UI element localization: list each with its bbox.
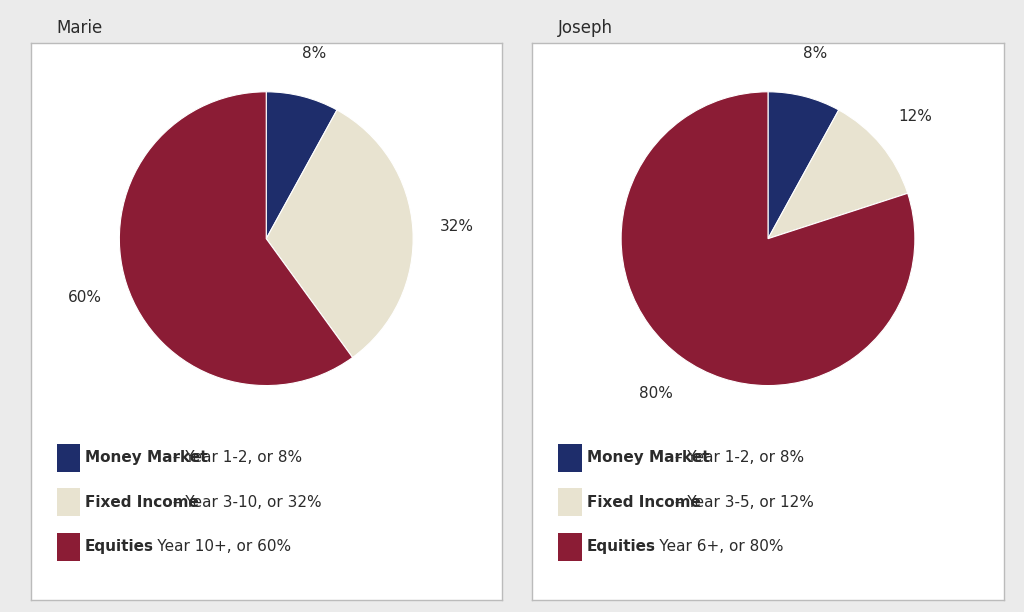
Text: 12%: 12% — [898, 110, 932, 124]
Wedge shape — [266, 110, 413, 357]
Text: Marie: Marie — [56, 19, 102, 37]
Bar — [558, 533, 582, 561]
Text: 8%: 8% — [302, 47, 326, 61]
Text: Fixed Income: Fixed Income — [85, 494, 199, 510]
Text: Equities: Equities — [587, 539, 655, 554]
Bar — [56, 533, 80, 561]
Wedge shape — [266, 92, 337, 239]
Wedge shape — [768, 110, 907, 239]
Bar — [56, 444, 80, 472]
Bar — [558, 488, 582, 516]
Text: – Year 1-2, or 8%: – Year 1-2, or 8% — [670, 450, 804, 465]
Text: Fixed Income: Fixed Income — [587, 494, 700, 510]
Text: – Year 1-2, or 8%: – Year 1-2, or 8% — [168, 450, 302, 465]
Text: 8%: 8% — [804, 47, 827, 61]
Text: Money Market: Money Market — [85, 450, 208, 465]
Text: Joseph: Joseph — [558, 19, 613, 37]
Text: – Year 3-5, or 12%: – Year 3-5, or 12% — [670, 494, 814, 510]
Text: – Year 10+, or 60%: – Year 10+, or 60% — [140, 539, 292, 554]
Bar — [558, 444, 582, 472]
Text: 80%: 80% — [639, 386, 673, 401]
Text: – Year 3-10, or 32%: – Year 3-10, or 32% — [168, 494, 322, 510]
Wedge shape — [768, 92, 839, 239]
Bar — [56, 488, 80, 516]
Text: – Year 6+, or 80%: – Year 6+, or 80% — [642, 539, 783, 554]
Text: 60%: 60% — [68, 290, 101, 305]
Wedge shape — [120, 92, 352, 386]
Text: 32%: 32% — [439, 219, 474, 234]
Text: Equities: Equities — [85, 539, 154, 554]
Wedge shape — [622, 92, 914, 386]
Text: Money Market: Money Market — [587, 450, 710, 465]
